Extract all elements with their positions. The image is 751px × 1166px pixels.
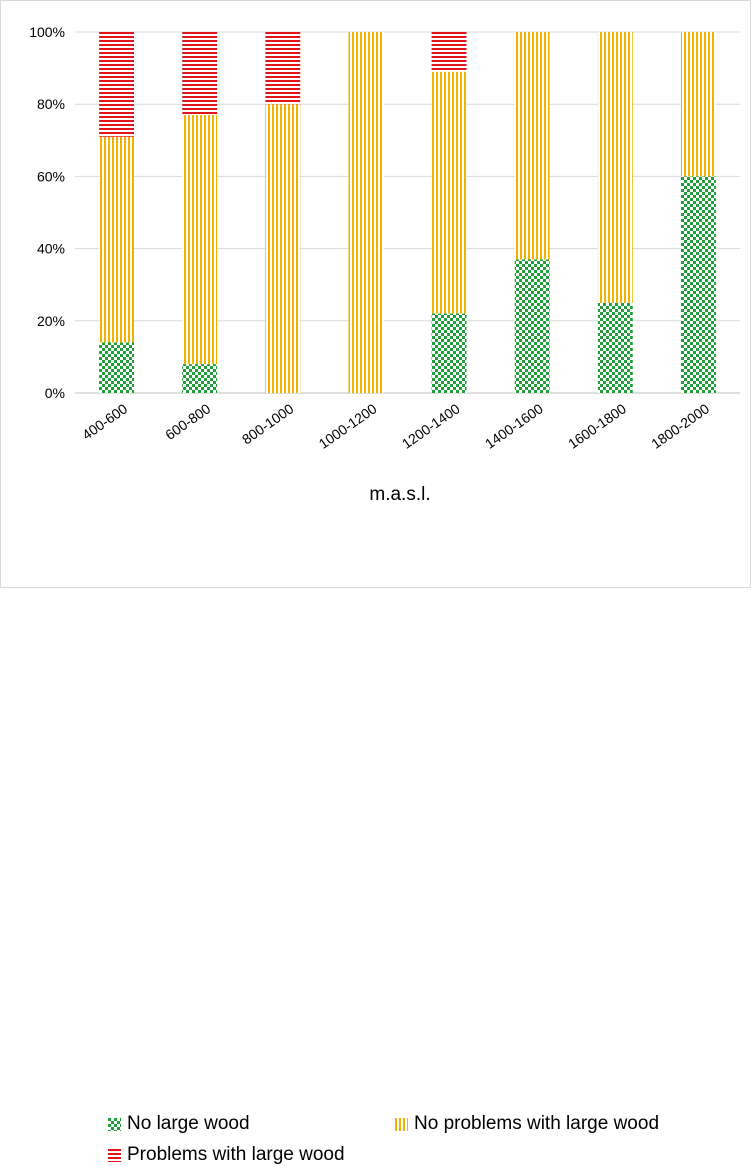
bar-segment-horizontal-stripes xyxy=(182,32,217,115)
bar-segment-vertical-stripes xyxy=(265,104,300,393)
bar-segment-vertical-stripes xyxy=(515,32,550,259)
legend-label: Problems with large wood xyxy=(127,1144,345,1166)
legend-label: No problems with large wood xyxy=(414,1113,659,1135)
legend-item-no-problems-with-large-wood: No problems with large wood xyxy=(395,1113,659,1135)
bar-segment-vertical-stripes xyxy=(182,115,217,364)
bar-segment-checker xyxy=(681,176,716,393)
horizontal-stripes-swatch-icon xyxy=(108,1149,121,1162)
bar-segment-vertical-stripes xyxy=(432,72,467,314)
y-tick-label: 60% xyxy=(37,168,65,184)
bar-segment-checker xyxy=(598,303,633,393)
y-tick-label: 40% xyxy=(37,241,65,257)
bar-segment-vertical-stripes xyxy=(348,32,383,393)
chart-container: 0% 20% 40% 60% 80% 100% 400-600 600-800 800-100… xyxy=(0,0,751,588)
stacked-bar-chart: 0%20%40%60%80%100% 400-600 600-800 800-100… xyxy=(0,0,751,588)
bar-segment-vertical-stripes xyxy=(681,32,716,176)
bar-segment-checker xyxy=(182,364,217,393)
y-tick-label: 100% xyxy=(29,24,65,40)
bar-segment-vertical-stripes xyxy=(99,137,134,343)
bar-segment-horizontal-stripes xyxy=(432,32,467,72)
bar-segment-horizontal-stripes xyxy=(265,32,300,104)
y-tick-label: 80% xyxy=(37,96,65,112)
bar-segment-checker xyxy=(515,259,550,393)
checker-swatch-icon xyxy=(108,1118,121,1131)
bar-segment-horizontal-stripes xyxy=(99,32,134,137)
bar-segment-checker xyxy=(432,314,467,393)
legend-label: No large wood xyxy=(127,1113,250,1135)
y-tick-label: 20% xyxy=(37,313,65,329)
x-axis-label: m.a.s.l. xyxy=(369,484,430,505)
vertical-stripes-swatch-icon xyxy=(395,1118,408,1131)
y-tick-label: 0% xyxy=(45,385,65,401)
bar-segment-checker xyxy=(99,342,134,393)
bar-segment-vertical-stripes xyxy=(598,32,633,303)
legend-item-problems-with-large-wood: Problems with large wood xyxy=(108,1144,345,1166)
legend-item-no-large-wood: No large wood xyxy=(108,1113,250,1135)
